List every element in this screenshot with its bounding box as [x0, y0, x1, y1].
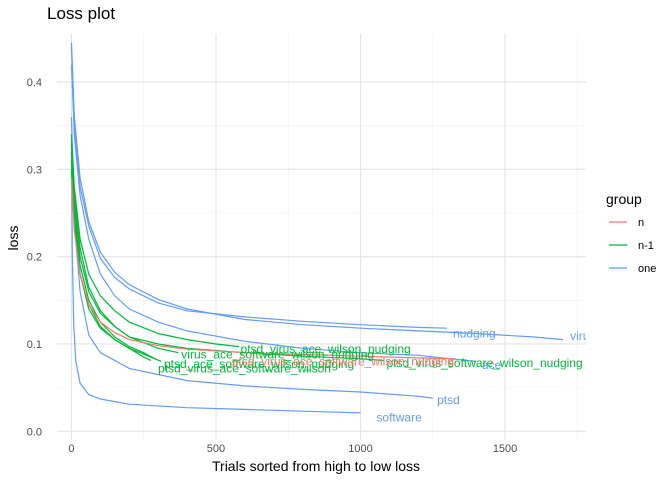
- legend-label: one: [638, 263, 656, 275]
- series-end-label: ptsd_virus_ace_software_wilson_nudging: [232, 354, 454, 368]
- x-tick-label: 1500: [493, 443, 517, 455]
- legend: group n n-1 one: [606, 191, 656, 275]
- series-end-label: ptsd_ace_software_wilson_nudging: [164, 357, 354, 371]
- legend-label: n: [638, 217, 644, 229]
- series-line-n-1: [70, 143, 384, 362]
- x-tick-label: 1000: [348, 443, 372, 455]
- series-end-label: virus_ace_software_wilson_nudging: [181, 347, 374, 361]
- series-end-label: ptsd_virus_ace_software_wilson: [158, 361, 331, 375]
- series-line-one: [70, 47, 448, 329]
- x-tick-label: 500: [207, 443, 225, 455]
- series-end-label: software: [376, 410, 422, 424]
- x-axis-ticks: 0 500 1000 1500: [68, 443, 517, 455]
- series-end-label: virus: [570, 329, 595, 343]
- series-end-label: ace: [482, 358, 502, 372]
- series-line-n-1: [70, 134, 240, 348]
- series-line-n-1: [70, 169, 162, 362]
- y-tick-label: 0.3: [27, 164, 42, 176]
- y-axis-title: loss: [5, 226, 21, 251]
- series-line-n-1: [70, 169, 152, 362]
- y-tick-label: 0.1: [27, 339, 42, 351]
- series-lines: [70, 42, 563, 414]
- legend-title: group: [606, 191, 642, 207]
- y-axis-ticks: 0.0 0.1 0.2 0.3 0.4: [27, 77, 42, 438]
- series-line-one: [70, 42, 563, 341]
- series-end-label: nudging: [453, 326, 496, 340]
- y-tick-label: 0.0: [27, 426, 42, 438]
- x-axis-title: Trials sorted from high to low loss: [212, 458, 420, 474]
- series-line-one: [70, 134, 361, 414]
- series-end-label: ptsd_virus_software_wilson_nudging: [387, 356, 583, 370]
- series-line-n-1: [70, 151, 179, 354]
- series-line-n: [70, 178, 456, 360]
- y-tick-label: 0.2: [27, 252, 42, 264]
- series-line-one: [70, 64, 477, 362]
- series-end-labels: virus nudging ace ptsd software ptsd_virus_ac…: [158, 326, 595, 424]
- series-end-label: ptsd: [437, 393, 460, 407]
- y-tick-label: 0.4: [27, 77, 42, 89]
- chart-title: Loss plot: [47, 4, 115, 23]
- legend-label: n-1: [638, 240, 654, 252]
- gridlines: [57, 34, 586, 440]
- x-tick-label: 0: [68, 443, 74, 455]
- series-end-label: ptsd_virus_ace_wilson_nudging: [241, 342, 411, 356]
